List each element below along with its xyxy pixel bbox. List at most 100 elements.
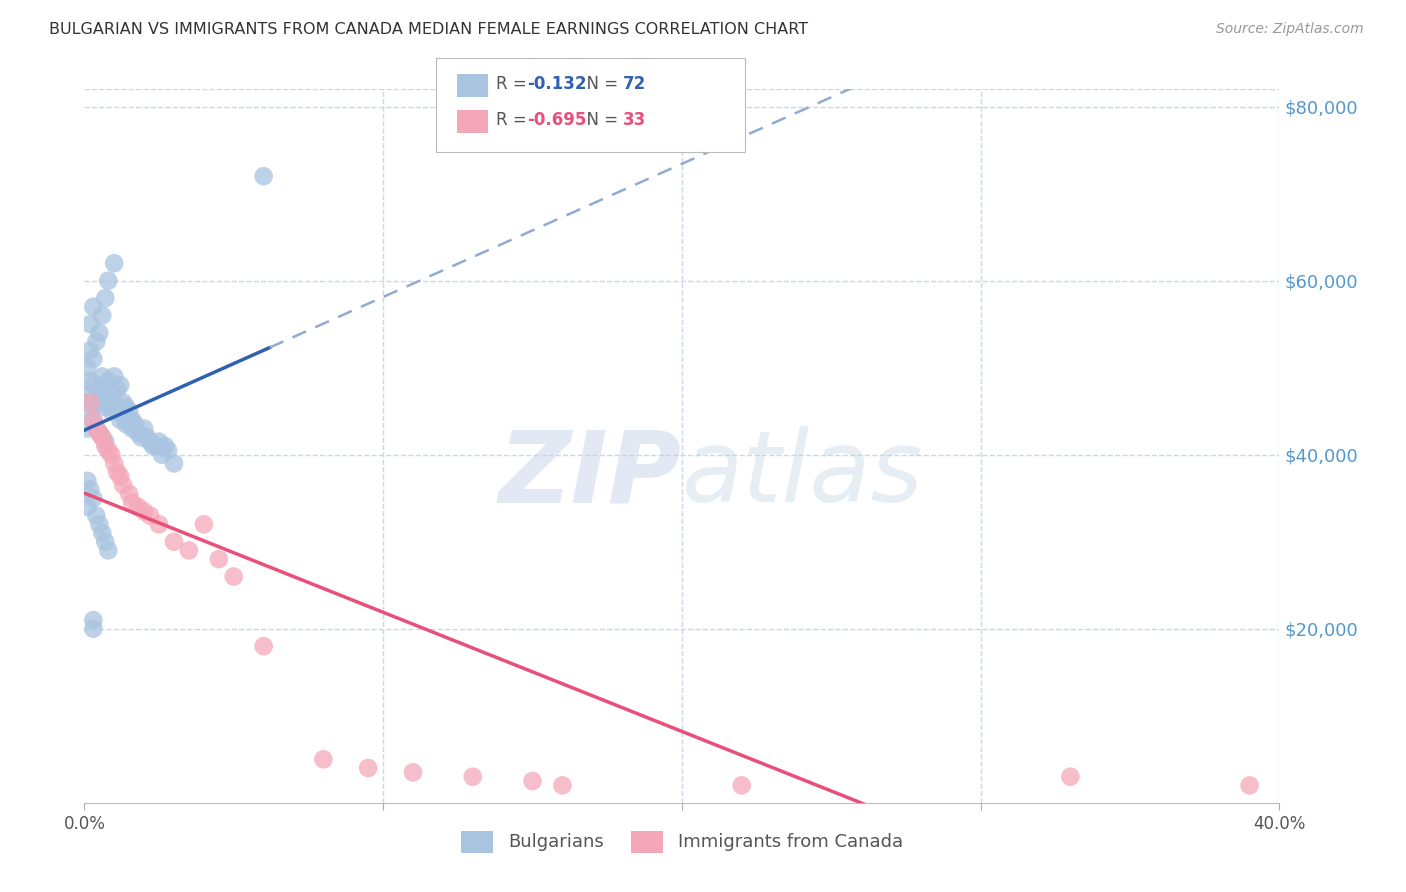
Point [193,517,215,532]
Point [136,430,159,444]
Text: R =: R = [496,111,533,128]
Point [89,326,111,340]
Point [142,439,165,453]
Point [76,360,98,375]
Point [148,434,170,449]
Point [76,395,98,409]
Point [97,374,120,388]
Point [82,413,104,427]
Point [89,517,111,532]
Text: -0.695: -0.695 [527,111,586,128]
Point [91,430,114,444]
Point [89,383,111,397]
Point [163,457,186,471]
Point [82,378,104,392]
Point [115,417,138,432]
Point [112,395,135,409]
Point [105,465,128,479]
Point [100,448,122,462]
Point [86,334,108,349]
Point [105,383,128,397]
Point [103,395,125,409]
Point [103,369,125,384]
Point [129,430,152,444]
Point [127,500,149,514]
Point [79,317,101,331]
Point [121,495,143,509]
Point [145,439,167,453]
Point [86,421,108,435]
Point [76,395,98,409]
Point [103,256,125,270]
Point [76,421,98,435]
Point [105,404,128,418]
Point [110,413,132,427]
Point [110,469,132,483]
Point [118,413,141,427]
Point [82,491,104,506]
Point [121,421,143,435]
Point [208,552,231,566]
Point [148,517,170,532]
Point [118,404,141,418]
Text: Source: ZipAtlas.com: Source: ZipAtlas.com [1216,22,1364,37]
Point [112,409,135,423]
Point [76,474,98,488]
Point [76,500,98,514]
Text: R =: R = [496,75,533,93]
Point [1239,778,1261,792]
Point [89,425,111,440]
Point [86,508,108,523]
Text: ZIP: ZIP [499,426,682,523]
Point [402,765,425,780]
Point [86,395,108,409]
Text: 72: 72 [623,75,647,93]
Point [97,395,120,409]
Point [132,504,156,518]
Point [94,534,117,549]
Point [94,434,117,449]
Point [82,613,104,627]
Point [79,374,101,388]
Point [79,395,101,409]
Point [115,400,138,414]
Point [153,439,176,453]
Point [253,169,276,184]
Point [177,543,200,558]
Point [157,443,180,458]
Point [551,778,574,792]
Point [132,421,156,435]
Point [112,478,135,492]
Point [91,309,114,323]
Point [82,413,104,427]
Point [94,400,117,414]
Point [461,770,484,784]
Point [94,291,117,305]
Point [97,543,120,558]
Point [91,430,114,444]
Point [91,395,114,409]
Text: 33: 33 [623,111,647,128]
Point [91,526,114,541]
Point [522,774,544,789]
Point [124,417,146,432]
Point [97,274,120,288]
Point [253,639,276,653]
Point [79,404,101,418]
Point [127,425,149,440]
Point [222,569,245,583]
Point [103,457,125,471]
Point [731,778,754,792]
Point [79,483,101,497]
Text: atlas: atlas [682,426,924,523]
Point [82,300,104,314]
Point [163,534,186,549]
Legend: Bulgarians, Immigrants from Canada: Bulgarians, Immigrants from Canada [451,822,912,862]
Point [94,439,117,453]
Point [79,386,101,401]
Text: N =: N = [576,75,624,93]
Point [118,487,141,501]
Point [110,378,132,392]
Point [357,761,380,775]
Point [89,425,111,440]
